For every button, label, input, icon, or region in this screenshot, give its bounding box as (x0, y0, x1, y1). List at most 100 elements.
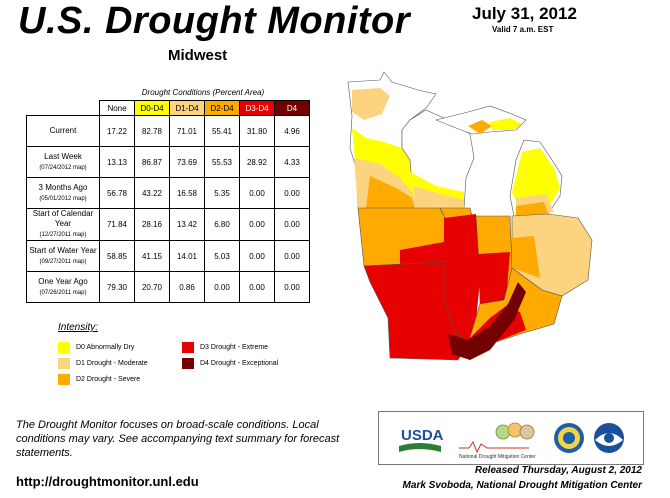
minnesota-d2 (366, 176, 414, 208)
table-cell: 82.78 (134, 115, 170, 147)
table-row: Start of Water Year (09/27/2011 map) 58.8… (26, 240, 310, 272)
release-date: Released Thursday, August 2, 2012 (474, 465, 642, 476)
region-label: Midwest (168, 47, 228, 64)
column-header: D2-D4 (204, 100, 240, 116)
lower-michigan-d2 (516, 202, 548, 216)
table-cell: 4.96 (274, 115, 310, 147)
table-cell: 0.00 (274, 240, 310, 272)
table-cell: 0.86 (169, 271, 205, 303)
iowa-d3 (400, 242, 444, 264)
table-cell: 0.00 (239, 271, 275, 303)
legend-item-d0: D0 Abnormally Dry (58, 342, 134, 353)
table-cell: 0.00 (274, 271, 310, 303)
row-label: Start of Calendar Year (12/27/2011 map) (26, 208, 100, 241)
table-cell: 79.30 (99, 271, 135, 303)
legend-label: D4 Drought - Exceptional (200, 360, 279, 367)
legend-label: D3 Drought - Extreme (200, 344, 269, 351)
indiana-d3 (478, 252, 510, 304)
table-cell: 71.84 (99, 208, 135, 241)
table-cell: 14.01 (169, 240, 205, 272)
row-label-text: One Year Ago (38, 276, 88, 286)
table-cell: 28.92 (239, 146, 275, 178)
row-label-text: Start of Calendar Year (32, 209, 94, 228)
table-cell: 13.13 (99, 146, 135, 178)
row-label-text: Current (49, 126, 77, 135)
wisconsin-d1 (414, 186, 464, 208)
table-cell: 56.78 (99, 177, 135, 209)
table-cell: 43.22 (134, 177, 170, 209)
table-cell: 86.87 (134, 146, 170, 178)
usda-logo: USDA (399, 427, 444, 452)
table-cell: 0.00 (239, 208, 275, 241)
column-header: D0-D4 (134, 100, 170, 116)
row-label: Last Week (07/24/2012 map) (26, 146, 100, 178)
disclaimer-note: The Drought Monitor focuses on broad-sca… (16, 419, 340, 459)
legend-swatch (58, 342, 70, 353)
legend-label: D1 Drought - Moderate (76, 360, 148, 367)
table-cell: 6.80 (204, 208, 240, 241)
table-cell: 71.01 (169, 115, 205, 147)
column-header: D1-D4 (169, 100, 205, 116)
table-cell: 55.53 (204, 146, 240, 178)
table-cell: 20.70 (134, 271, 170, 303)
upper-michigan-d0 (490, 118, 522, 130)
upper-michigan-d2 (468, 120, 492, 134)
table-cell: 13.42 (169, 208, 205, 241)
column-header: None (99, 100, 135, 116)
map-title: U.S. Drought Monitor (18, 0, 411, 42)
table-cell: 31.80 (239, 115, 275, 147)
table-cell: 0.00 (239, 240, 275, 272)
legend-title: Intensity: (58, 322, 99, 333)
logos-graphic: USDA National Drought Mitigation Center (399, 422, 624, 460)
legend-item-d4: D4 Drought - Exceptional (182, 358, 278, 369)
row-label: 3 Months Ago (05/01/2012 map) (26, 177, 100, 209)
row-sublabel: (07/24/2012 map) (39, 164, 87, 171)
legend-item-d2: D2 Drought - Severe (58, 374, 140, 385)
legend-item-d3: D3 Drought - Extreme (182, 342, 268, 353)
legend-swatch (58, 374, 70, 385)
legend-swatch (58, 358, 70, 369)
table-cell: 41.15 (134, 240, 170, 272)
ndmc-logo: National Drought Mitigation Center (459, 422, 536, 460)
legend-item-d1: D1 Drought - Moderate (58, 358, 148, 369)
illinois-d3 (444, 214, 480, 344)
table-cell: 58.85 (99, 240, 135, 272)
table-cell: 5.03 (204, 240, 240, 272)
table-cell: 0.00 (204, 271, 240, 303)
row-sublabel: (05/01/2012 map) (39, 195, 87, 202)
column-header: D3-D4 (239, 100, 275, 116)
row-label: Start of Water Year (09/27/2011 map) (26, 240, 100, 272)
ndmc-logo-text: National Drought Mitigation Center (459, 454, 536, 460)
table-caption: Drought Conditions (Percent Area) (141, 88, 265, 97)
table-cell: 73.69 (169, 146, 205, 178)
row-sublabel: (12/27/2011 map) (39, 232, 87, 238)
website-link[interactable]: http://droughtmonitor.unl.edu (16, 474, 199, 489)
table-cell: 5.35 (204, 177, 240, 209)
drought-conditions-table: None D0-D4 D1-D4 D2-D4 D3-D4 D4 Current … (26, 100, 310, 303)
table-row: Start of Calendar Year (12/27/2011 map) 7… (26, 208, 310, 241)
valid-time: Valid 7 a.m. EST (492, 25, 554, 34)
column-header: D4 (274, 100, 310, 116)
row-label-text: Start of Water Year (29, 245, 97, 255)
legend-label: D2 Drought - Severe (76, 376, 141, 383)
row-sublabel: (07/26/2011 map) (39, 289, 87, 296)
legend-label: D0 Abnormally Dry (76, 344, 135, 351)
table-corner (27, 101, 100, 116)
table-cell: 4.33 (274, 146, 310, 178)
minnesota-d1-north (352, 88, 390, 120)
doc-seal-icon (554, 423, 584, 453)
table-cell: 0.00 (239, 177, 275, 209)
d4-exceptional-area (448, 282, 526, 360)
noaa-seal-icon (594, 423, 624, 453)
table-row: Current 17.22 82.78 71.01 55.41 31.80 4.… (26, 115, 310, 147)
ohio-d2 (512, 236, 540, 278)
table-row: One Year Ago (07/26/2011 map) 79.30 20.70… (26, 271, 310, 303)
row-label: One Year Ago (07/26/2011 map) (26, 271, 100, 303)
author-credit: Mark Svoboda, National Drought Mitigatio… (402, 480, 642, 491)
map-date: July 31, 2012 (472, 4, 577, 23)
table-header-row: None D0-D4 D1-D4 D2-D4 D3-D4 D4 (27, 100, 310, 116)
table-cell: 28.16 (134, 208, 170, 241)
legend-swatch (182, 342, 194, 353)
sponsor-logos: USDA National Drought Mitigation Center (378, 411, 644, 465)
row-label: Current (26, 115, 100, 147)
